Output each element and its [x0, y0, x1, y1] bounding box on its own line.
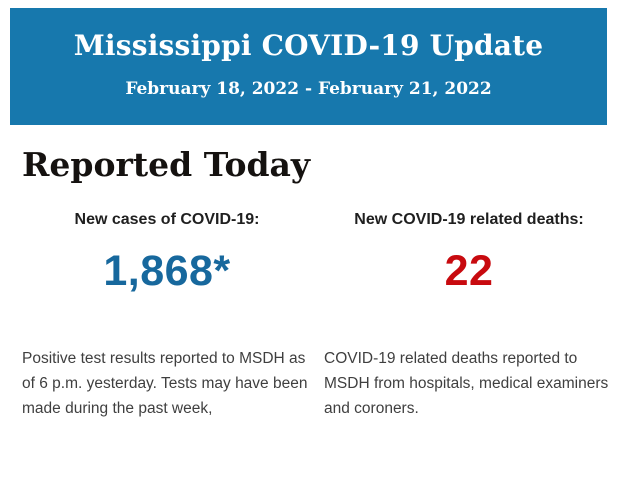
new-deaths-label: New COVID-19 related deaths: — [354, 211, 584, 228]
stat-card-new-deaths: New COVID-19 related deaths: 22 COVID-19… — [324, 210, 614, 421]
new-deaths-value: 22 — [444, 247, 494, 295]
new-deaths-description: COVID-19 related deaths reported to MSDH… — [324, 350, 609, 417]
new-cases-value: 1,868* — [103, 247, 231, 295]
stats-grid: New cases of COVID-19: 1,868* Positive t… — [22, 210, 610, 421]
section-heading-reported-today: Reported Today — [22, 145, 311, 184]
main-content: Reported Today New cases of COVID-19: 1,… — [0, 145, 620, 421]
banner-title: Mississippi COVID-19 Update — [73, 29, 544, 62]
banner-date-range: February 18, 2022 - February 21, 2022 — [125, 79, 492, 99]
stat-card-new-cases: New cases of COVID-19: 1,868* Positive t… — [22, 210, 312, 421]
new-cases-label: New cases of COVID-19: — [74, 211, 260, 228]
new-cases-description: Positive test results reported to MSDH a… — [22, 350, 308, 417]
header-banner: Mississippi COVID-19 Update February 18,… — [10, 8, 607, 125]
